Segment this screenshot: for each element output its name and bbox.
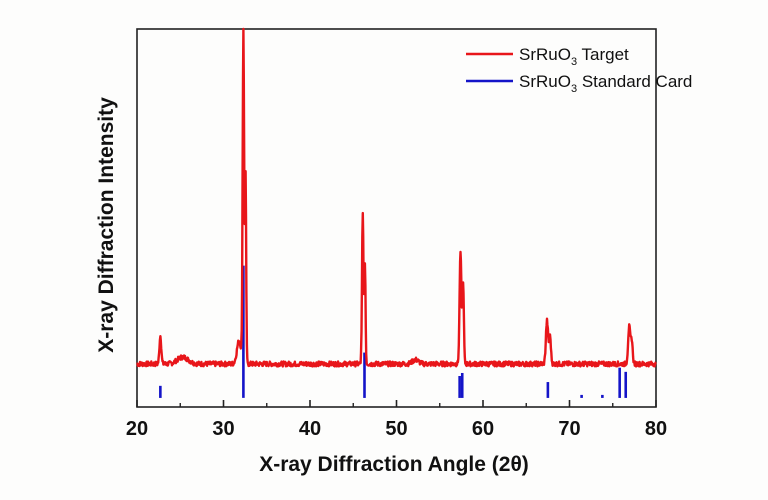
legend: SrRuO3 Target SrRuO3 Standard Card <box>466 45 692 95</box>
x-axis-tick-labels: 20 30 40 50 60 70 80 <box>126 418 667 440</box>
x-tick-label: 80 <box>645 418 667 440</box>
legend-label: SrRuO3 Standard Card <box>519 72 692 95</box>
x-tick-label: 40 <box>299 418 321 440</box>
legend-label: SrRuO3 Target <box>519 45 629 68</box>
x-axis-ticks <box>136 400 657 407</box>
x-tick-label: 30 <box>212 418 234 440</box>
x-tick-label: 20 <box>126 418 148 440</box>
plot-area <box>136 27 657 408</box>
x-tick-label: 50 <box>385 418 407 440</box>
target-pattern-line <box>136 27 657 368</box>
x-tick-label: 70 <box>558 418 580 440</box>
y-axis-title: X-ray Diffraction Intensity <box>95 97 118 353</box>
x-tick-label: 60 <box>472 418 494 440</box>
x-axis-title: X-ray Diffraction Angle (2θ) <box>259 453 529 476</box>
standard-card-sticks <box>159 265 628 398</box>
